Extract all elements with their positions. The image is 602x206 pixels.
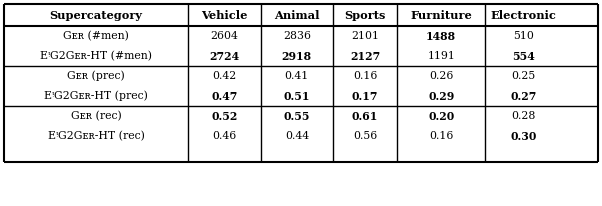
Text: 554: 554 xyxy=(512,50,535,62)
Text: 0.16: 0.16 xyxy=(429,131,453,141)
Text: 1191: 1191 xyxy=(427,51,455,61)
Text: 0.17: 0.17 xyxy=(352,90,379,102)
Text: 0.28: 0.28 xyxy=(512,111,536,121)
Text: 0.61: 0.61 xyxy=(352,110,378,122)
Text: Furniture: Furniture xyxy=(411,9,472,21)
Text: 0.55: 0.55 xyxy=(284,110,310,122)
Text: Animal: Animal xyxy=(274,9,320,21)
Text: 0.27: 0.27 xyxy=(510,90,537,102)
Text: 1488: 1488 xyxy=(426,30,456,41)
Text: 0.30: 0.30 xyxy=(510,130,537,142)
Text: Vehicle: Vehicle xyxy=(201,9,247,21)
Text: 0.42: 0.42 xyxy=(213,71,237,81)
Text: 0.44: 0.44 xyxy=(285,131,309,141)
Text: 0.25: 0.25 xyxy=(512,71,536,81)
Text: 2724: 2724 xyxy=(209,50,240,62)
Text: 2127: 2127 xyxy=(350,50,380,62)
Text: 2836: 2836 xyxy=(283,31,311,41)
Text: 2101: 2101 xyxy=(351,31,379,41)
Text: 2918: 2918 xyxy=(282,50,312,62)
Text: Supercategory: Supercategory xyxy=(49,9,143,21)
Text: EᵎG2Gᴇʀ-HT (prec): EᵎG2Gᴇʀ-HT (prec) xyxy=(44,91,148,101)
Text: 0.26: 0.26 xyxy=(429,71,453,81)
Text: 0.56: 0.56 xyxy=(353,131,377,141)
Text: 0.20: 0.20 xyxy=(428,110,455,122)
Text: Gᴇʀ (#men): Gᴇʀ (#men) xyxy=(63,31,129,41)
Text: 0.16: 0.16 xyxy=(353,71,377,81)
Text: 0.46: 0.46 xyxy=(213,131,237,141)
Text: Electronic: Electronic xyxy=(491,9,557,21)
Text: 0.47: 0.47 xyxy=(211,90,238,102)
Text: Gᴇʀ (prec): Gᴇʀ (prec) xyxy=(67,71,125,81)
Text: 0.51: 0.51 xyxy=(284,90,310,102)
Text: 0.41: 0.41 xyxy=(285,71,309,81)
Text: 2604: 2604 xyxy=(211,31,238,41)
Text: 0.52: 0.52 xyxy=(211,110,238,122)
Text: 0.29: 0.29 xyxy=(428,90,455,102)
Text: Gᴇʀ (rec): Gᴇʀ (rec) xyxy=(70,111,122,121)
Text: Sports: Sports xyxy=(344,9,386,21)
Text: 510: 510 xyxy=(514,31,534,41)
Text: EᵎG2Gᴇʀ-HT (#men): EᵎG2Gᴇʀ-HT (#men) xyxy=(40,51,152,61)
Text: EᵎG2Gᴇʀ-HT (rec): EᵎG2Gᴇʀ-HT (rec) xyxy=(48,131,144,141)
